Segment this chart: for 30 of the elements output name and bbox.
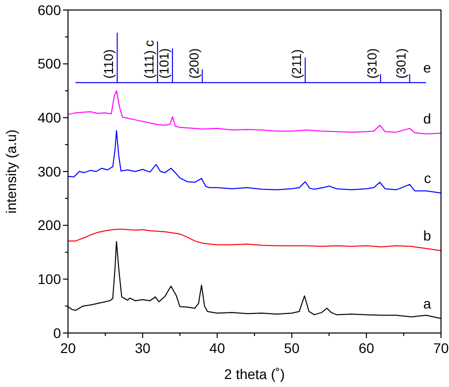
y-tick-label: 300 <box>38 163 62 180</box>
annotation: (301) <box>394 48 409 79</box>
x-tick-label: 20 <box>60 340 76 356</box>
series-label: b <box>423 228 432 244</box>
x-tick-label: 30 <box>134 340 151 356</box>
line-series <box>68 90 442 134</box>
annotation: (200) <box>186 48 202 79</box>
series-label: d <box>423 110 431 126</box>
annotation: (110) <box>101 49 116 79</box>
x-tick-label: 70 <box>433 340 449 356</box>
series-label: a <box>423 295 432 312</box>
annotation: (111) c <box>142 40 157 79</box>
y-tick-label: 200 <box>38 217 62 234</box>
y-tick-label: 100 <box>38 271 62 288</box>
x-tick-label: 50 <box>284 340 300 356</box>
annotation: (101) <box>156 48 172 79</box>
annotation: (211) <box>289 49 304 79</box>
y-tick-label: 0 <box>53 324 62 341</box>
x-axis-title: 2 theta (˚) <box>224 366 285 382</box>
x-tick-label: 40 <box>209 340 226 356</box>
line-series <box>68 130 442 194</box>
series-label: c <box>424 170 431 186</box>
y-tick-label: 500 <box>38 56 62 72</box>
x-tick-label: 60 <box>358 340 374 356</box>
annotation: (310) <box>364 48 380 79</box>
y-axis-title: intensity (a.u) <box>3 129 19 214</box>
line-series <box>68 228 442 252</box>
y-tick-label: 600 <box>38 2 62 18</box>
series-label: e <box>423 60 432 76</box>
y-tick-label: 400 <box>38 110 62 126</box>
